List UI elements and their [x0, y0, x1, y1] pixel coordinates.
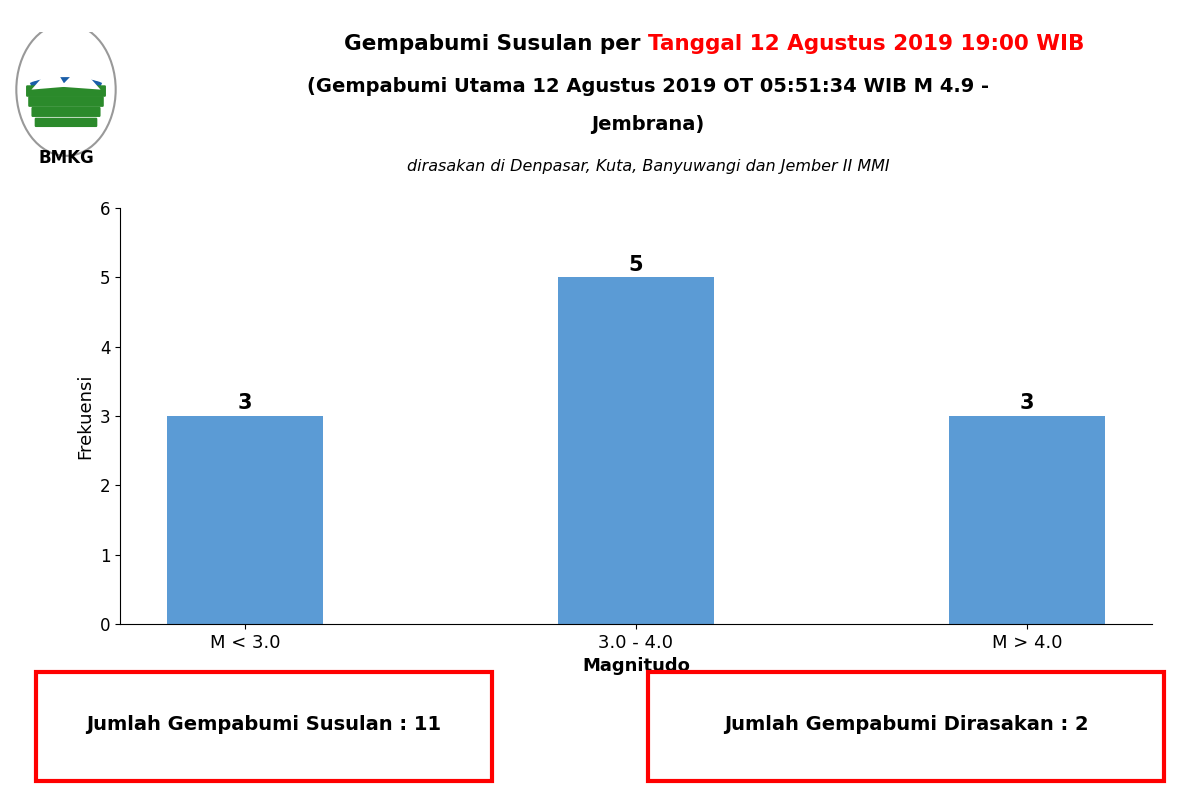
- Text: Jembrana): Jembrana): [592, 115, 704, 134]
- Text: 5: 5: [629, 254, 643, 274]
- FancyBboxPatch shape: [28, 96, 104, 107]
- Text: Jumlah Gempabumi Dirasakan : 2: Jumlah Gempabumi Dirasakan : 2: [724, 714, 1088, 734]
- Bar: [558, 278, 714, 624]
- FancyBboxPatch shape: [36, 672, 492, 781]
- Polygon shape: [31, 65, 66, 90]
- Text: 3: 3: [1020, 394, 1034, 414]
- Circle shape: [17, 23, 115, 156]
- FancyBboxPatch shape: [31, 107, 101, 117]
- Text: Gempabumi Susulan per: Gempabumi Susulan per: [344, 34, 648, 54]
- FancyBboxPatch shape: [648, 672, 1164, 781]
- Text: Jumlah Gempabumi Susulan : 11: Jumlah Gempabumi Susulan : 11: [86, 714, 442, 734]
- Text: BMKG: BMKG: [38, 150, 94, 167]
- FancyBboxPatch shape: [26, 86, 106, 97]
- Text: (Gempabumi Utama 12 Agustus 2019 OT 05:51:34 WIB M 4.9 -: (Gempabumi Utama 12 Agustus 2019 OT 05:5…: [307, 77, 989, 96]
- FancyBboxPatch shape: [35, 118, 97, 127]
- Text: 3: 3: [238, 394, 252, 414]
- Y-axis label: Frekuensi: Frekuensi: [76, 374, 94, 458]
- Text: Tanggal 12 Agustus 2019 19:00 WIB: Tanggal 12 Agustus 2019 19:00 WIB: [648, 34, 1085, 54]
- Bar: [167, 416, 323, 624]
- X-axis label: Magnitudo: Magnitudo: [582, 658, 690, 675]
- Text: dirasakan di Denpasar, Kuta, Banyuwangi dan Jember II MMI: dirasakan di Denpasar, Kuta, Banyuwangi …: [407, 159, 889, 174]
- Polygon shape: [60, 66, 101, 90]
- Bar: [949, 416, 1105, 624]
